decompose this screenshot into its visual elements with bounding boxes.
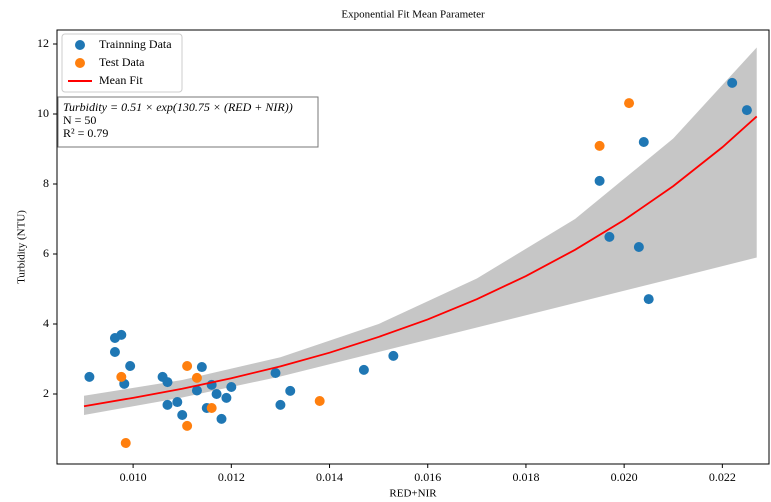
data-point bbox=[109, 347, 120, 357]
data-point bbox=[182, 420, 193, 431]
data-point bbox=[172, 397, 183, 408]
fit-band bbox=[84, 47, 757, 415]
x-tick-label: 0.014 bbox=[316, 470, 343, 484]
x-tick-label: 0.022 bbox=[709, 470, 736, 484]
data-point bbox=[162, 399, 173, 410]
y-tick-label: 10 bbox=[37, 106, 49, 120]
legend-label: Trainning Data bbox=[99, 37, 172, 51]
data-point bbox=[116, 371, 127, 382]
y-tick-label: 2 bbox=[43, 386, 49, 400]
legend-label: Mean Fit bbox=[99, 73, 143, 87]
data-point bbox=[216, 413, 227, 424]
data-point bbox=[196, 362, 207, 373]
y-tick-label: 8 bbox=[43, 176, 49, 190]
data-point bbox=[221, 392, 232, 403]
x-axis-label: RED+NIR bbox=[389, 488, 437, 500]
data-point bbox=[120, 438, 131, 448]
data-point bbox=[125, 361, 136, 371]
data-point bbox=[182, 361, 193, 371]
data-point bbox=[116, 329, 127, 340]
y-tick-label: 6 bbox=[43, 246, 49, 260]
data-point bbox=[226, 382, 237, 392]
data-point bbox=[638, 137, 649, 147]
data-point bbox=[191, 372, 202, 383]
data-point bbox=[358, 364, 369, 375]
data-point bbox=[643, 294, 654, 305]
x-tick-label: 0.018 bbox=[512, 470, 539, 484]
data-point bbox=[388, 350, 399, 361]
data-point bbox=[177, 410, 188, 420]
y-tick-label: 12 bbox=[37, 36, 49, 50]
data-point bbox=[314, 396, 325, 406]
x-tick-label: 0.010 bbox=[120, 470, 147, 484]
y-tick-label: 4 bbox=[43, 316, 49, 330]
legend-label: Test Data bbox=[99, 55, 145, 69]
data-point bbox=[206, 403, 217, 413]
data-point bbox=[270, 368, 281, 378]
data-point bbox=[741, 105, 752, 116]
chart-title: Exponential Fit Mean Parameter bbox=[341, 9, 485, 21]
data-point bbox=[162, 377, 173, 388]
fit-line bbox=[83, 115, 758, 408]
legend-swatch bbox=[75, 40, 85, 50]
data-point bbox=[604, 231, 615, 242]
data-point bbox=[275, 399, 286, 410]
x-tick-label: 0.020 bbox=[611, 470, 638, 484]
data-point bbox=[285, 385, 296, 396]
data-point bbox=[211, 389, 222, 399]
data-point bbox=[633, 242, 644, 252]
data-point bbox=[84, 371, 95, 382]
legend-box bbox=[61, 33, 183, 93]
annotation-line: Turbidity = 0.51 × exp(130.75 × (RED + N… bbox=[63, 100, 293, 114]
data-point bbox=[594, 140, 605, 151]
data-point bbox=[594, 175, 605, 186]
annotation-box bbox=[57, 96, 319, 148]
legend-swatch bbox=[75, 58, 85, 68]
annotation-line: N = 50 bbox=[63, 113, 96, 127]
plot-frame bbox=[56, 29, 770, 465]
annotation-line: R² = 0.79 bbox=[63, 126, 108, 140]
data-point bbox=[624, 98, 635, 109]
x-tick-label: 0.012 bbox=[218, 470, 245, 484]
data-point bbox=[191, 385, 202, 396]
y-axis-label: Turbidity (NTU) bbox=[16, 210, 28, 284]
data-point bbox=[727, 77, 738, 88]
x-tick-label: 0.016 bbox=[414, 470, 441, 484]
